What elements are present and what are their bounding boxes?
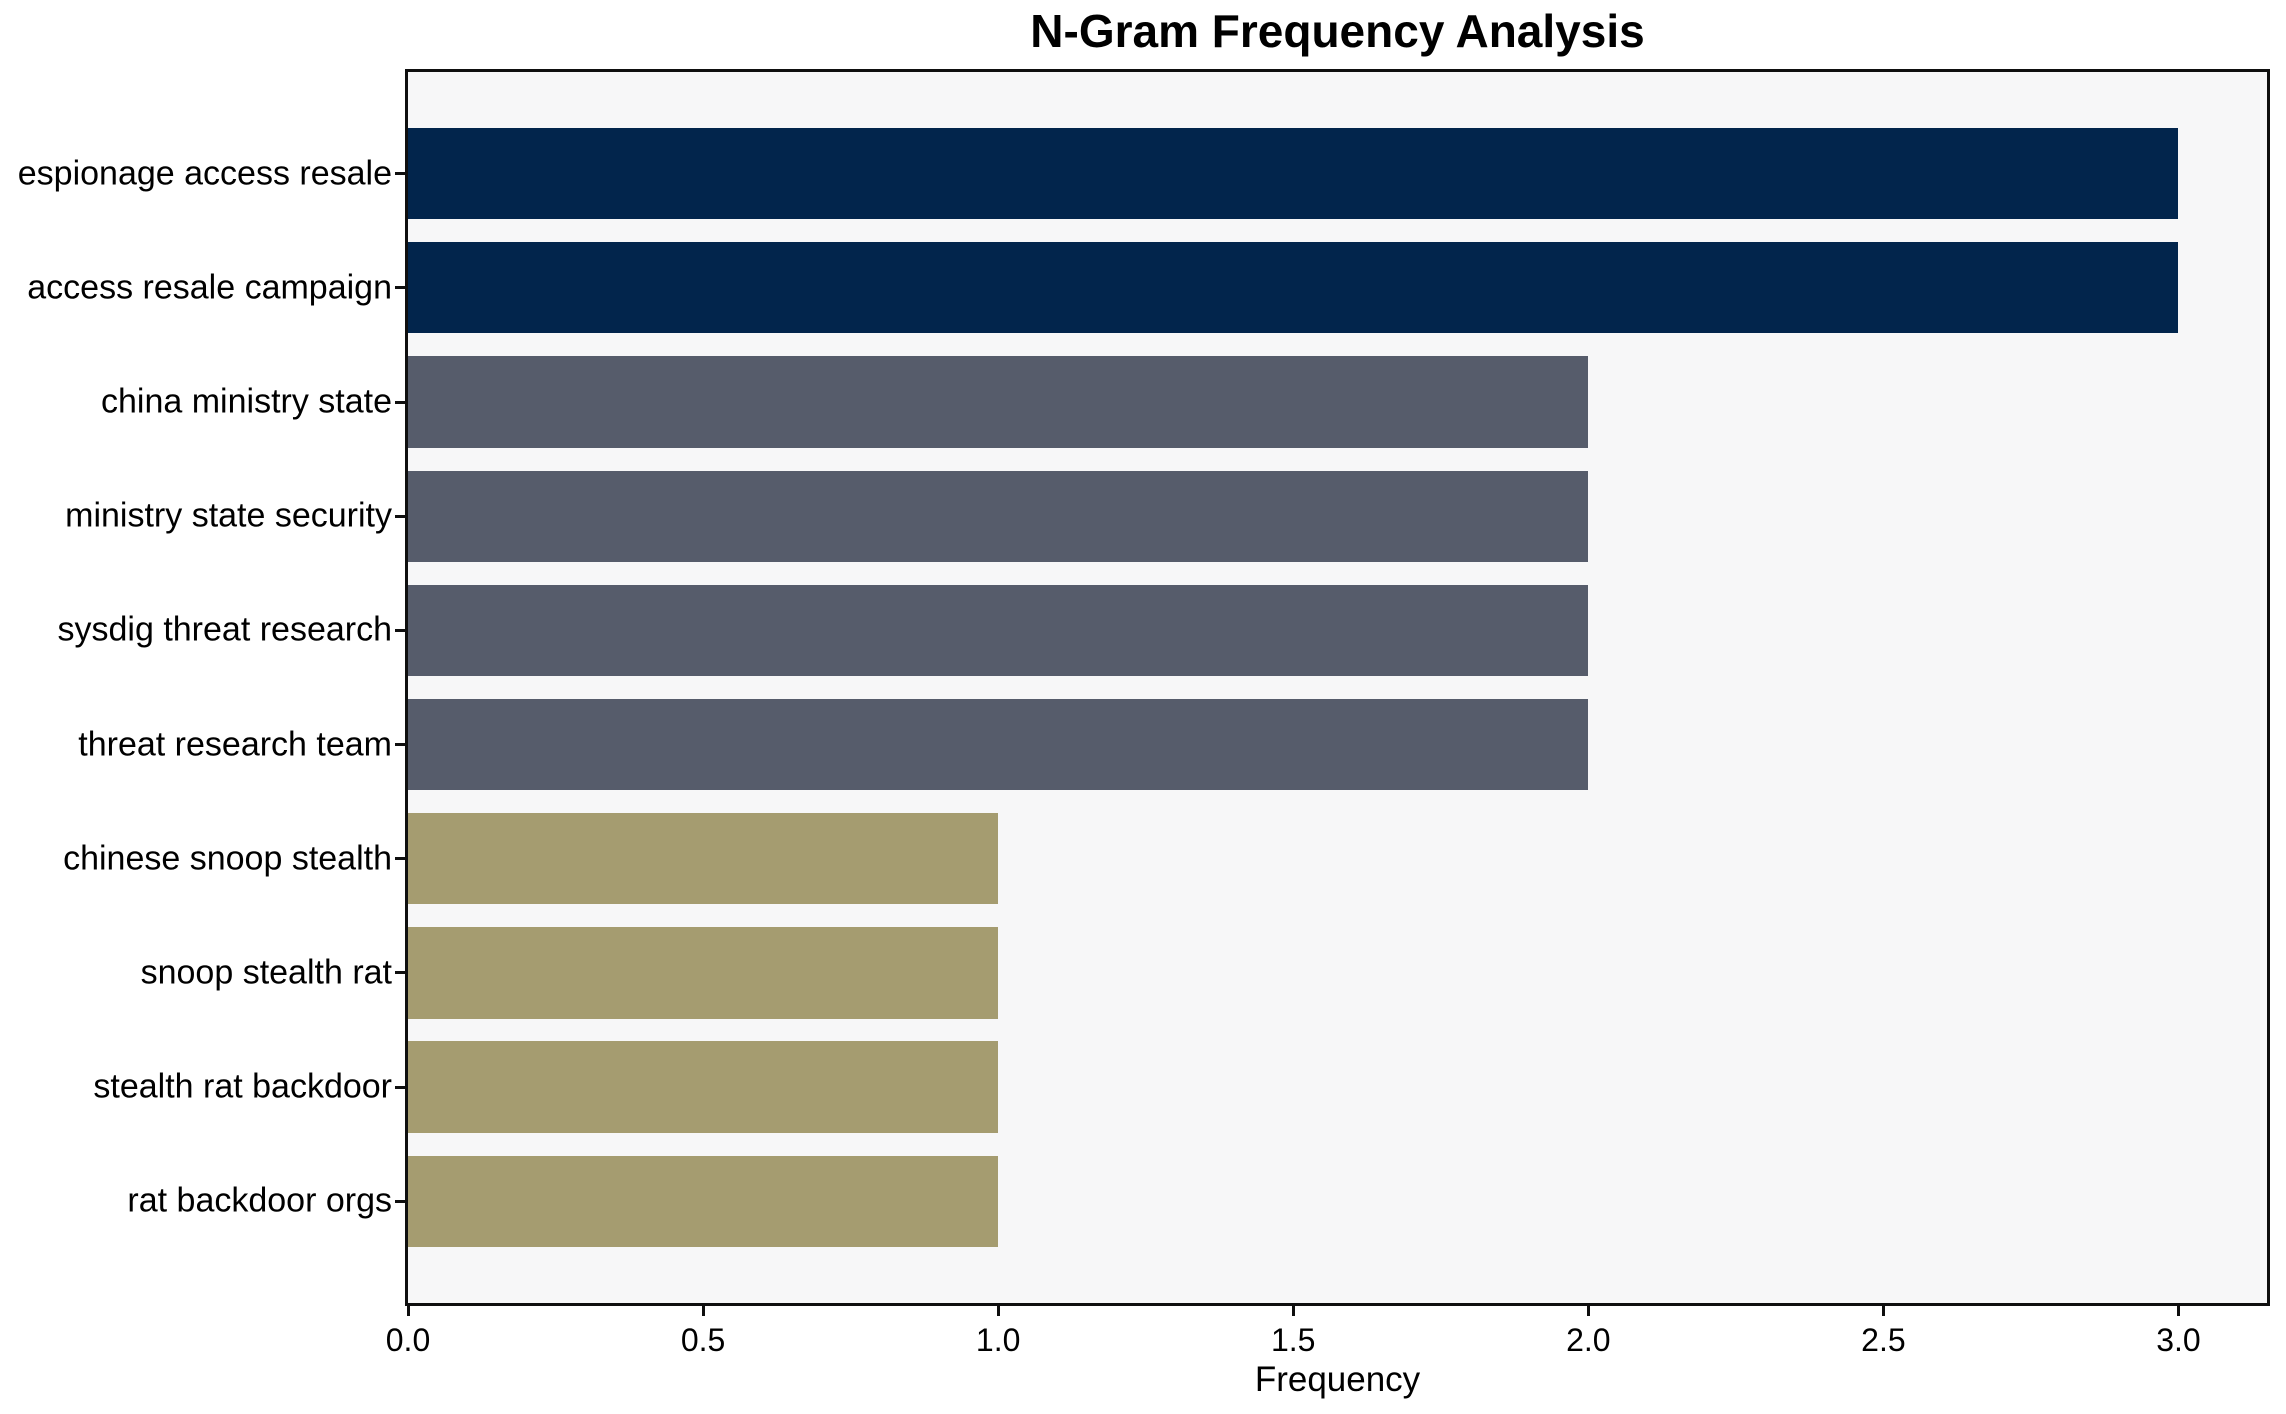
x-tick: [406, 1303, 410, 1316]
y-tick: [395, 857, 408, 861]
x-tick-label: 3.0: [2156, 1322, 2201, 1358]
bar-rat-backdoor-orgs: [408, 1155, 999, 1248]
y-axis-label: sysdig threat research: [57, 610, 393, 649]
x-axis-title: Frequency: [1254, 1360, 1421, 1399]
y-tick: [395, 628, 408, 632]
y-axis-label: rat backdoor orgs: [127, 1181, 392, 1220]
plot-area: [408, 72, 2267, 1303]
y-axis-label: chinese snoop stealth: [63, 839, 392, 878]
x-tick: [2176, 1303, 2180, 1316]
x-tick: [1291, 1303, 1295, 1316]
bar-china-ministry-state: [408, 356, 1589, 448]
x-tick-label: 0.5: [680, 1322, 726, 1358]
bar-chinese-snoop-stealth: [408, 813, 999, 905]
y-tick: [395, 1199, 408, 1203]
x-tick: [1586, 1303, 1590, 1316]
y-tick: [395, 1085, 408, 1089]
bar-access-resale-campaign: [408, 242, 2179, 334]
x-tick-label: 1.5: [1270, 1322, 1316, 1358]
bar-ministry-state-security: [408, 470, 1589, 562]
y-axis-label: espionage access resale: [17, 154, 392, 193]
x-tick-label: 2.5: [1861, 1322, 1906, 1358]
y-axis-label: stealth rat backdoor: [93, 1067, 392, 1106]
y-tick: [395, 514, 408, 518]
y-tick: [395, 400, 408, 404]
x-tick: [1881, 1303, 1885, 1316]
bar-espionage-access-resale: [408, 127, 2179, 220]
x-tick: [701, 1303, 705, 1316]
y-tick: [395, 172, 408, 176]
bar-threat-research-team: [408, 698, 1589, 791]
y-tick: [395, 971, 408, 975]
bar-stealth-rat-backdoor: [408, 1041, 999, 1133]
chart-title: N-Gram Frequency Analysis: [1030, 5, 1645, 57]
x-tick-label: 2.0: [1566, 1322, 1611, 1358]
y-axis-label: access resale campaign: [27, 268, 392, 307]
y-axis-label: threat research team: [78, 725, 392, 764]
x-tick: [996, 1303, 1000, 1316]
bar-sysdig-threat-research: [408, 584, 1589, 677]
x-tick-label: 1.0: [975, 1322, 1021, 1358]
y-tick: [395, 286, 408, 290]
y-axis-label: snoop stealth rat: [140, 953, 392, 992]
y-axis-label: ministry state security: [65, 496, 392, 535]
x-tick-label: 0.0: [385, 1322, 431, 1358]
y-axis-label: china ministry state: [101, 382, 392, 421]
y-tick: [395, 743, 408, 747]
bar-snoop-stealth-rat: [408, 927, 999, 1019]
